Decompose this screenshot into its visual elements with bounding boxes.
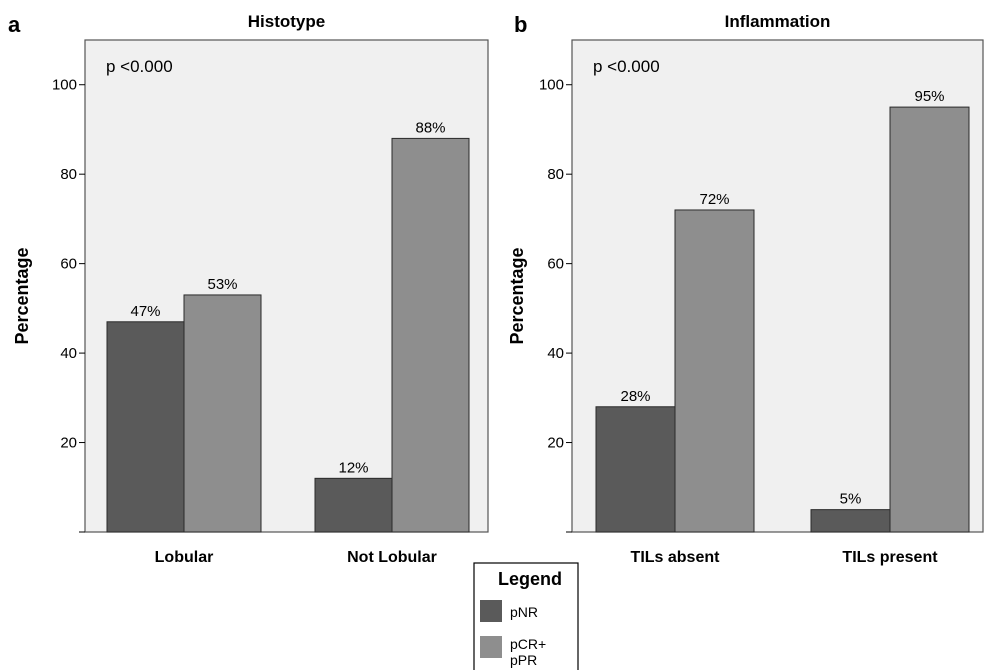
- chart-panel-a: a Histotype Percentage p <0.000 20 40 60 80 100 4…: [8, 12, 489, 566]
- data-label: 47%: [130, 303, 160, 320]
- bar-pnr-1: [314, 477, 393, 533]
- y-tick-label: 100: [539, 77, 564, 94]
- legend: Legend pNR pCR+pPR: [473, 562, 579, 670]
- bar-pcr-ppr-1: [889, 106, 970, 533]
- y-tick-label: 20: [60, 435, 77, 452]
- y-tick-label: 40: [547, 345, 564, 362]
- y-axis-label: Percentage: [507, 247, 527, 344]
- data-label: 95%: [914, 88, 944, 105]
- bar-pnr-0: [595, 406, 676, 533]
- x-category-label: Not Lobular: [347, 549, 437, 566]
- data-label: 53%: [207, 276, 237, 293]
- y-tick-label: 100: [52, 77, 77, 94]
- y-tick-label: 80: [547, 166, 564, 183]
- data-label: 5%: [840, 491, 862, 508]
- legend-label-pcr-ppr-line2: pPR: [510, 652, 537, 668]
- chart-title: Histotype: [248, 12, 325, 31]
- legend-swatch-pnr: [480, 600, 502, 622]
- panel-letter: b: [514, 12, 527, 37]
- chart-title: Inflammation: [725, 12, 831, 31]
- bar-pcr-ppr-0: [183, 294, 262, 533]
- chart-panel-b: b Inflammation Percentage p <0.000 20 40 60 80 1…: [507, 12, 984, 566]
- legend-label-pcr-ppr-line1: pCR+: [510, 636, 546, 652]
- data-label: 28%: [620, 388, 650, 405]
- x-category-label: TILs absent: [631, 549, 721, 566]
- y-tick-label: 60: [547, 256, 564, 273]
- bar-pcr-ppr-0: [674, 209, 755, 533]
- y-axis-label: Percentage: [12, 247, 32, 344]
- p-value-annotation: p <0.000: [593, 57, 660, 76]
- y-tick-label: 20: [547, 435, 564, 452]
- panel-letter: a: [8, 12, 21, 37]
- x-category-label: TILs present: [842, 549, 938, 566]
- legend-swatch-pcr-ppr: [480, 636, 502, 658]
- bar-pnr-1: [810, 509, 891, 533]
- y-tick-label: 40: [60, 345, 77, 362]
- bar-pcr-ppr-1: [391, 137, 470, 533]
- legend-label-pnr: pNR: [510, 604, 538, 620]
- x-category-label: Lobular: [155, 549, 214, 566]
- y-tick-label: 60: [60, 256, 77, 273]
- data-label: 88%: [415, 119, 445, 136]
- data-label: 12%: [338, 459, 368, 476]
- legend-title: Legend: [498, 569, 562, 589]
- y-tick-label: 80: [60, 166, 77, 183]
- data-label: 72%: [699, 191, 729, 208]
- p-value-annotation: p <0.000: [106, 57, 173, 76]
- bar-pnr-0: [106, 321, 185, 533]
